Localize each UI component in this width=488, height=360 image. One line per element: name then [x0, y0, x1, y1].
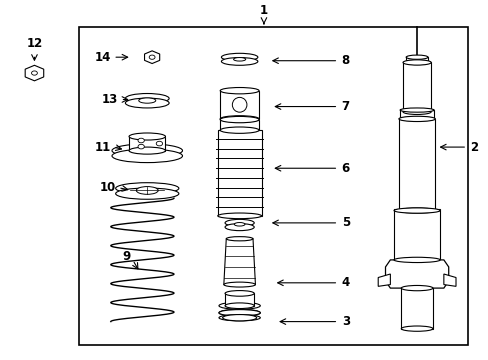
Bar [129, 136, 165, 150]
Bar [221, 57, 257, 62]
Ellipse shape [28, 68, 41, 78]
Bar [79, 27, 467, 345]
Bar [402, 63, 430, 112]
Bar [220, 120, 259, 130]
Ellipse shape [399, 117, 433, 121]
Ellipse shape [139, 98, 156, 103]
Ellipse shape [402, 109, 430, 114]
Polygon shape [25, 65, 43, 81]
Ellipse shape [393, 208, 439, 213]
Bar [125, 98, 169, 103]
Ellipse shape [125, 94, 169, 103]
Ellipse shape [112, 144, 182, 157]
Ellipse shape [224, 224, 254, 231]
Ellipse shape [219, 310, 260, 316]
Ellipse shape [219, 309, 260, 316]
Bar [399, 110, 433, 119]
Ellipse shape [406, 60, 427, 64]
Ellipse shape [156, 141, 162, 146]
Polygon shape [144, 51, 160, 63]
Ellipse shape [116, 188, 179, 199]
Text: 7: 7 [341, 100, 349, 113]
Text: 5: 5 [341, 216, 349, 229]
Ellipse shape [226, 237, 252, 241]
Ellipse shape [220, 116, 259, 123]
Text: 9: 9 [122, 250, 130, 263]
Ellipse shape [401, 326, 432, 331]
Polygon shape [377, 274, 389, 286]
Ellipse shape [398, 208, 434, 213]
Bar [219, 313, 260, 318]
Ellipse shape [224, 303, 254, 309]
Ellipse shape [136, 186, 158, 194]
Ellipse shape [220, 87, 259, 94]
Ellipse shape [129, 147, 165, 154]
Ellipse shape [219, 315, 260, 321]
Ellipse shape [116, 183, 179, 194]
Bar [406, 57, 427, 63]
Text: 2: 2 [469, 141, 478, 154]
Ellipse shape [402, 60, 430, 65]
Text: 11: 11 [94, 141, 111, 154]
Polygon shape [443, 274, 455, 286]
Text: 13: 13 [102, 93, 118, 106]
Bar [393, 209, 439, 260]
Text: 14: 14 [94, 51, 111, 64]
Bar [219, 306, 260, 313]
Text: 10: 10 [99, 181, 116, 194]
Text: 12: 12 [26, 37, 42, 50]
Text: 4: 4 [341, 276, 349, 289]
Ellipse shape [399, 108, 433, 112]
Polygon shape [224, 239, 255, 284]
Ellipse shape [398, 116, 434, 122]
Polygon shape [385, 260, 448, 288]
Ellipse shape [222, 315, 256, 321]
Ellipse shape [221, 58, 257, 65]
Ellipse shape [112, 149, 182, 163]
Bar [224, 293, 254, 306]
Ellipse shape [220, 116, 259, 122]
Text: 6: 6 [341, 162, 349, 175]
Ellipse shape [401, 285, 432, 291]
Ellipse shape [31, 71, 37, 75]
Bar [217, 130, 261, 216]
Ellipse shape [233, 58, 245, 61]
Bar [220, 91, 259, 119]
Text: 3: 3 [341, 315, 349, 328]
Bar [398, 119, 434, 211]
Ellipse shape [224, 291, 254, 296]
Bar [401, 288, 432, 329]
Ellipse shape [129, 133, 165, 140]
Ellipse shape [125, 98, 169, 108]
Bar [116, 188, 179, 194]
Text: 8: 8 [341, 54, 349, 67]
Ellipse shape [232, 98, 246, 112]
Ellipse shape [220, 127, 259, 133]
Bar [224, 223, 254, 227]
Ellipse shape [406, 55, 427, 59]
Ellipse shape [224, 219, 254, 226]
Ellipse shape [217, 213, 261, 219]
Ellipse shape [219, 302, 260, 309]
Ellipse shape [393, 257, 439, 262]
Ellipse shape [138, 138, 144, 143]
Bar [112, 150, 182, 156]
Ellipse shape [234, 222, 244, 226]
Ellipse shape [221, 53, 257, 61]
Ellipse shape [149, 55, 155, 59]
Ellipse shape [224, 282, 255, 287]
Text: 1: 1 [259, 4, 267, 17]
Ellipse shape [138, 144, 144, 149]
